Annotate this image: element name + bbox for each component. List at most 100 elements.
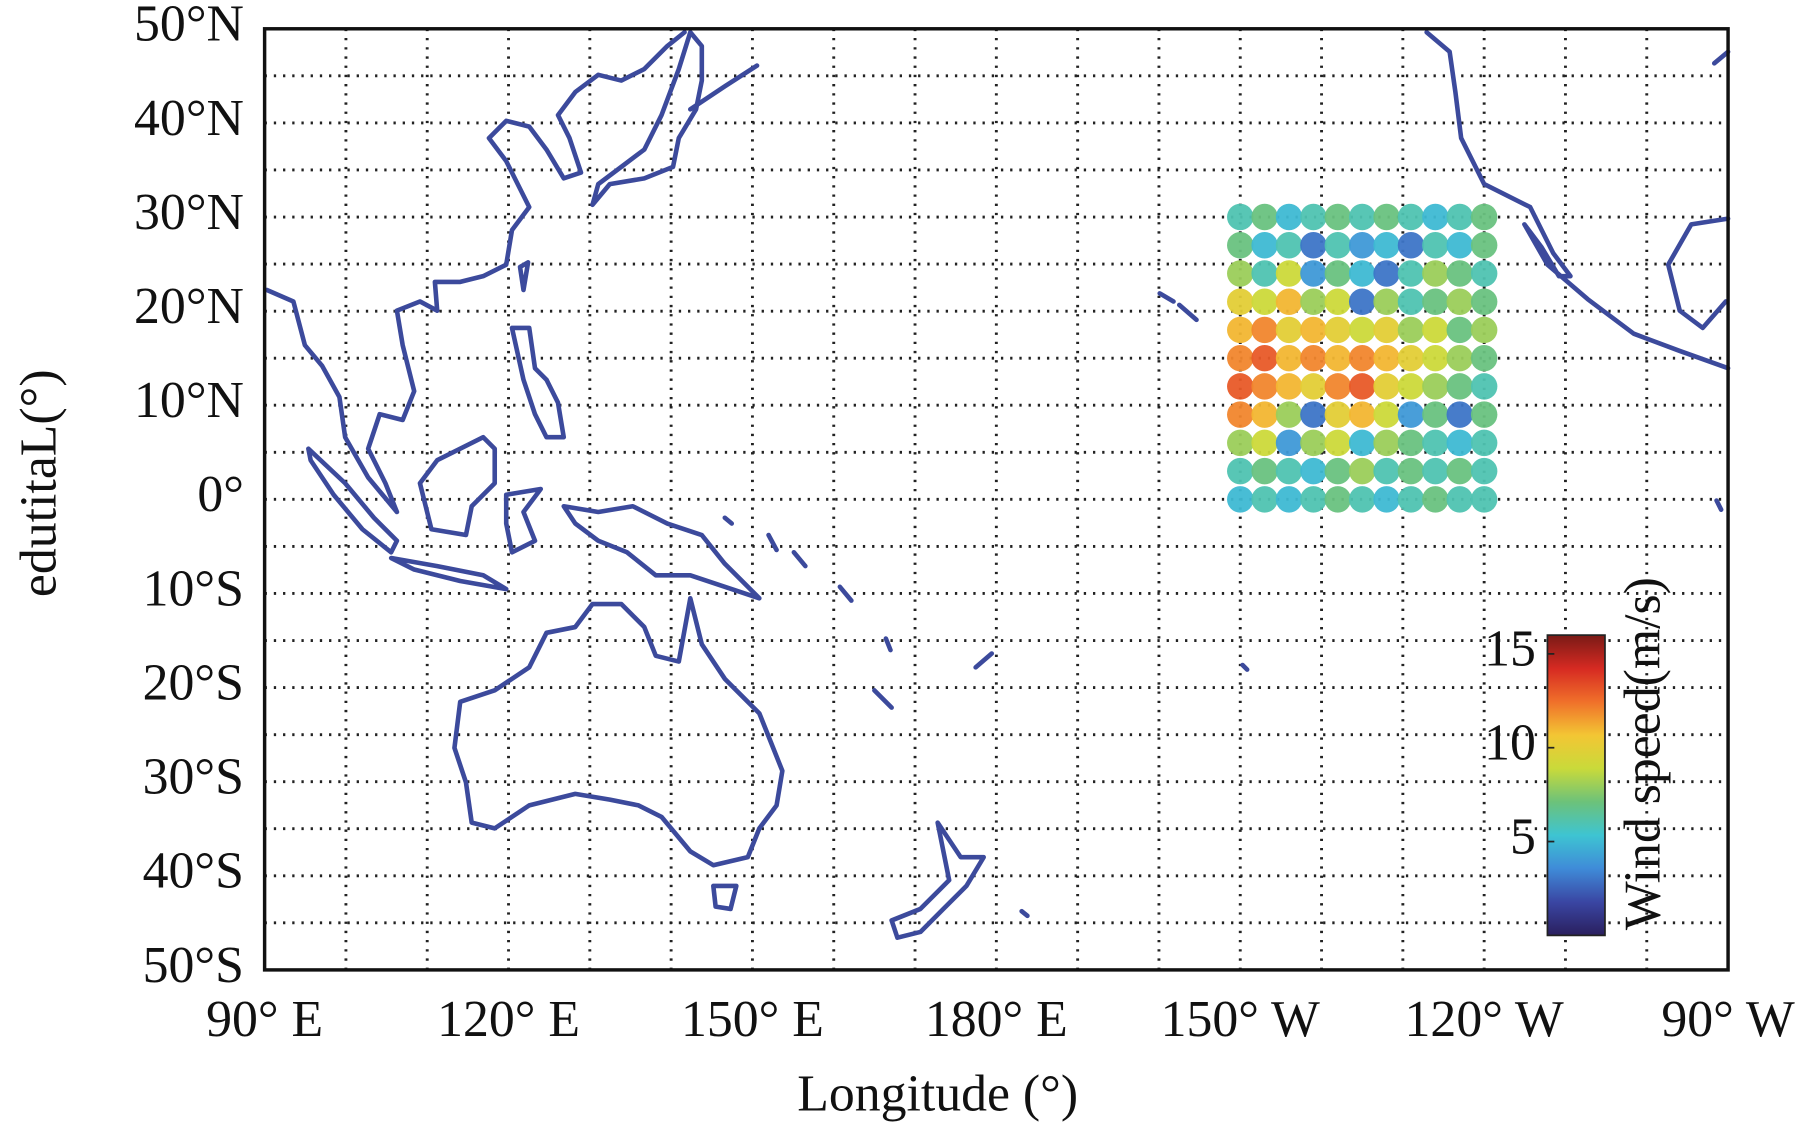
wind-point	[1397, 203, 1425, 231]
wind-point	[1300, 288, 1327, 315]
wind-point	[1227, 232, 1254, 259]
wind-point	[1422, 316, 1449, 344]
x-tick-label: 150° E	[681, 991, 824, 1048]
y-tick-label: 10°S	[143, 560, 244, 617]
wind-point	[1470, 260, 1498, 287]
wind-point	[1373, 373, 1400, 400]
y-tick-label: 40°N	[134, 90, 244, 147]
y-tick-label: 30°S	[143, 749, 244, 806]
wind-point	[1348, 316, 1376, 344]
wind-point	[1373, 344, 1400, 372]
wind-point	[1275, 316, 1303, 344]
wind-point	[1300, 429, 1327, 457]
wind-point	[1300, 373, 1327, 400]
wind-point	[1446, 203, 1473, 231]
wind-point	[1227, 457, 1254, 485]
wind-point	[1324, 344, 1352, 372]
y-tick-label: 20°S	[143, 654, 244, 711]
wind-point	[1348, 203, 1376, 231]
wind-point	[1397, 288, 1425, 315]
wind-point	[1373, 486, 1400, 513]
wind-point	[1300, 344, 1327, 372]
wind-point	[1348, 260, 1376, 287]
sulawesi-coast	[503, 486, 544, 555]
wind-point	[1348, 457, 1376, 485]
colorbar	[1546, 634, 1606, 937]
australia-coast	[452, 595, 785, 868]
wind-point	[1470, 316, 1498, 344]
wind-point	[1373, 401, 1400, 428]
wind-point	[1324, 316, 1352, 344]
asia-coast	[264, 29, 687, 515]
wind-point	[1324, 232, 1352, 259]
wind-point	[1348, 429, 1376, 457]
scatter-points	[1227, 203, 1498, 513]
taiwan-coast	[517, 260, 531, 293]
wind-point	[1422, 373, 1449, 400]
wind-point	[1348, 344, 1376, 372]
wind-point	[1275, 344, 1303, 372]
wind-point	[1251, 203, 1278, 231]
wind-point	[1446, 401, 1473, 428]
wind-point	[1422, 344, 1449, 372]
wind-point	[1397, 260, 1425, 287]
wind-point	[1251, 429, 1278, 457]
wind-point	[1227, 316, 1254, 344]
wind-point	[1275, 401, 1303, 428]
wind-point	[1422, 288, 1449, 315]
colorbar-tick-label: 10	[1484, 715, 1536, 772]
colorbar-tick-label: 15	[1484, 621, 1536, 678]
wind-point	[1251, 401, 1278, 428]
x-tick-label: 120° W	[1405, 991, 1564, 1048]
wind-point	[1446, 486, 1473, 513]
wind-point	[1422, 203, 1449, 231]
wind-point	[1348, 401, 1376, 428]
north-america-coast	[1424, 29, 1731, 371]
wind-point	[1397, 429, 1425, 457]
new-guinea-coast	[561, 503, 762, 601]
wind-point	[1275, 260, 1303, 287]
wind-point	[1300, 203, 1327, 231]
wind-point	[1275, 288, 1303, 315]
wind-point	[1373, 316, 1400, 344]
japan-coast	[590, 29, 760, 208]
sumatra-coast	[306, 446, 400, 555]
wind-point	[1446, 288, 1473, 315]
wind-point	[1275, 203, 1303, 231]
wind-point	[1324, 288, 1352, 315]
wind-point	[1373, 260, 1400, 287]
x-tick-label: 90° E	[206, 991, 323, 1048]
wind-point	[1300, 260, 1327, 287]
wind-point	[1300, 486, 1327, 513]
y-tick-label: 50°N	[134, 0, 244, 53]
wind-point	[1446, 457, 1473, 485]
wind-point	[1324, 457, 1352, 485]
wind-point	[1251, 288, 1278, 315]
colorbar-tick-label: 5	[1510, 808, 1536, 865]
wind-point	[1470, 232, 1498, 259]
wind-point	[1251, 373, 1278, 400]
wind-point	[1397, 457, 1425, 485]
colorbar-label: Wind speed(m/s)	[1614, 577, 1671, 930]
wind-point	[1300, 316, 1327, 344]
tasmania-coast	[711, 883, 739, 912]
labels: 90° E 120° E 150° E 180° E 150° W 120° W 90° W…	[134, 0, 1795, 1048]
x-tick-label: 180° E	[925, 991, 1068, 1048]
wind-point	[1251, 260, 1278, 287]
wind-point	[1470, 344, 1498, 372]
wind-point	[1373, 288, 1400, 315]
wind-point	[1251, 457, 1278, 485]
new-zealand-coast	[889, 820, 986, 940]
wind-point	[1227, 288, 1254, 315]
java-coast	[388, 555, 509, 592]
x-tick-label: 90° W	[1661, 991, 1794, 1048]
wind-point	[1422, 260, 1449, 287]
wind-point	[1422, 401, 1449, 428]
borneo-coast	[417, 434, 498, 538]
wind-point	[1397, 401, 1425, 428]
wind-point	[1470, 373, 1498, 400]
wind-point	[1373, 457, 1400, 485]
